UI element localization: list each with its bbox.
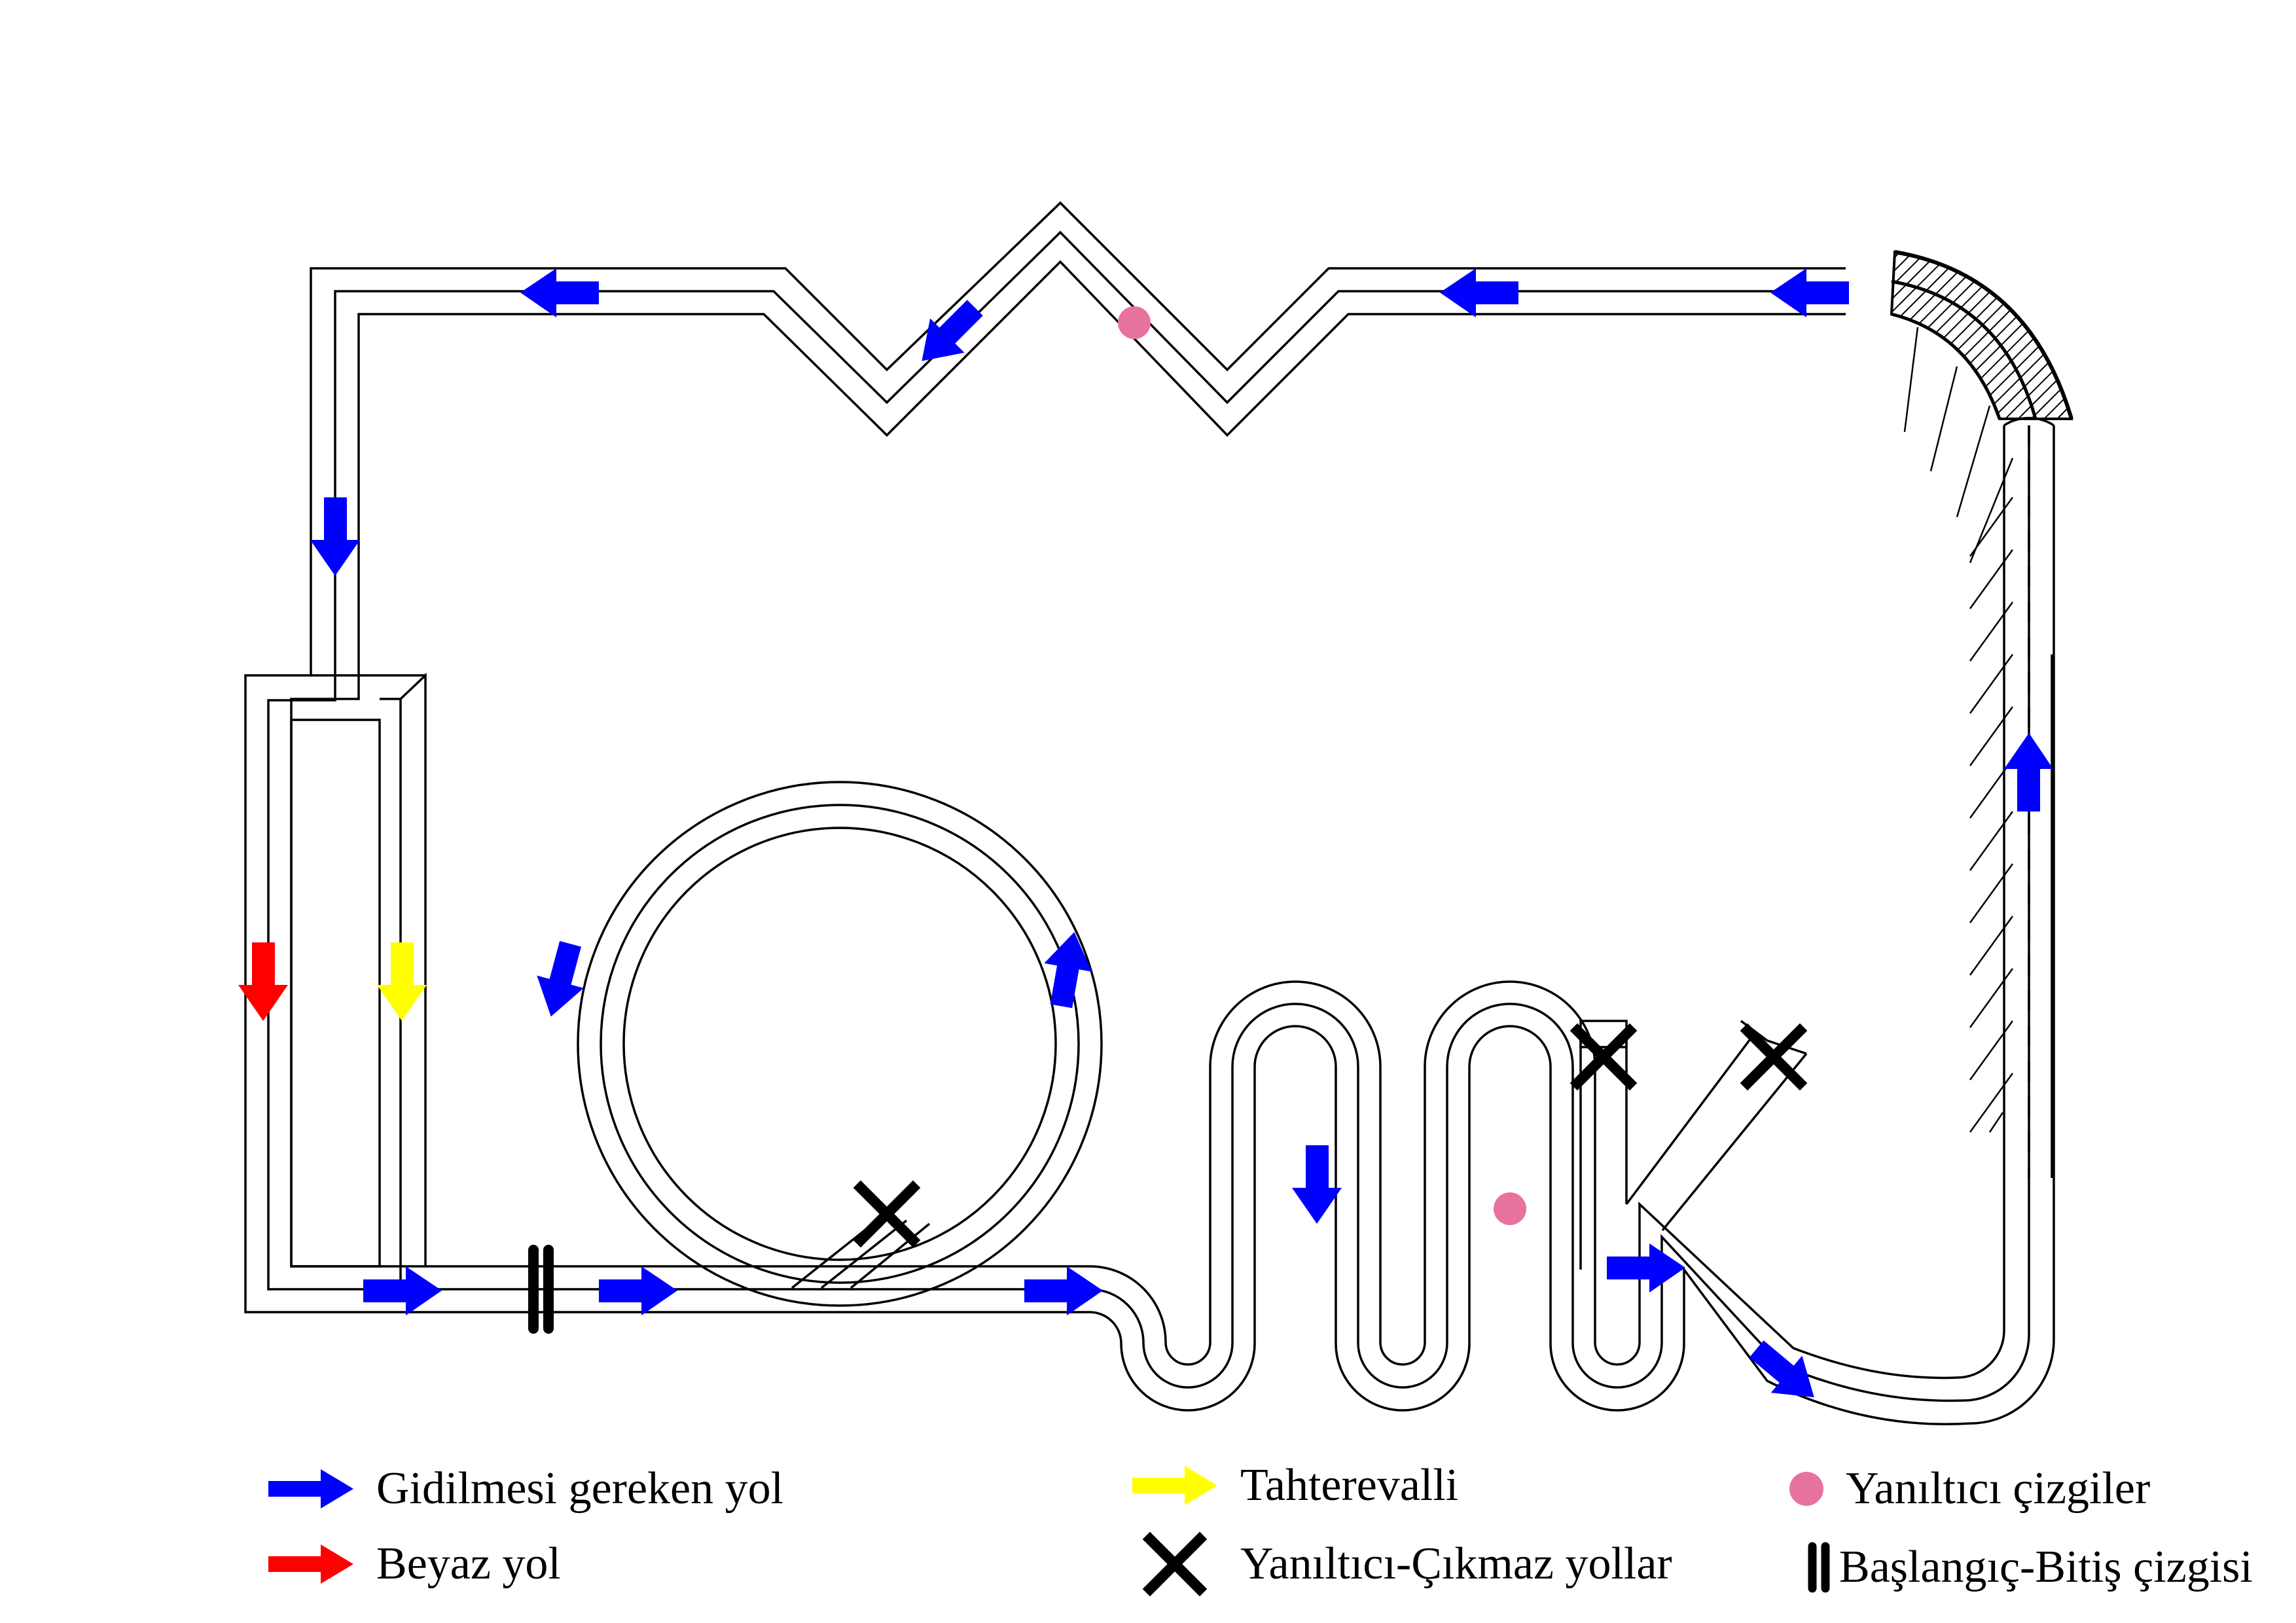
blue-arrow-top-right	[1770, 268, 1849, 317]
loop-inner	[622, 827, 1057, 1261]
blue-arrow-k-diag	[1749, 1340, 1814, 1398]
blue-arrow-zigzag-diag	[922, 300, 983, 361]
blue-arrow-left-down	[310, 497, 360, 576]
start-finish-line	[528, 1245, 554, 1334]
dead-end-cross-loop	[853, 1180, 921, 1248]
track-inner-line	[290, 260, 2005, 1380]
x-cross-icon	[1122, 1531, 1227, 1597]
red-arrow-icon	[259, 1535, 363, 1594]
legend-seesaw: Tahterevalli	[1122, 1456, 1458, 1515]
tunnel	[1890, 250, 2073, 420]
blue-arrow-top-left	[520, 268, 599, 317]
legend-white-path: Beyaz yol	[259, 1535, 561, 1594]
blue-arrow-loop-right	[1044, 932, 1092, 1008]
loop-outer	[577, 781, 1103, 1307]
blue-arrow-bottom-mid	[1024, 1266, 1103, 1315]
dead-end-cross-k-left	[1570, 1023, 1638, 1091]
legend-seesaw-label: Tahterevalli	[1240, 1460, 1459, 1510]
ramp-hatching	[1903, 327, 2014, 1133]
misleading-dot-top	[1118, 306, 1151, 339]
blue-arrow-icon	[259, 1459, 363, 1518]
yellow-arrow-seesaw	[377, 942, 427, 1021]
blue-arrow-loop-left	[537, 940, 584, 1017]
split-inner-rect	[290, 719, 381, 1268]
double-bar-icon	[1806, 1538, 1839, 1597]
blue-arrow-right-up	[2004, 733, 2053, 812]
blue-arrow-top-mid	[1440, 268, 1518, 317]
loop-middle	[600, 804, 1080, 1284]
legend-misleading-lines: Yanıltıcı çizgiler	[1780, 1459, 2150, 1518]
legend-path-label: Gidilmesi gereken yol	[376, 1463, 784, 1514]
pink-dot-icon	[1780, 1459, 1833, 1518]
legend-start-finish: Başlangıç-Bitiş çizgisi	[1806, 1538, 2253, 1597]
legend-misleading-lines-label: Yanıltıcı çizgiler	[1846, 1463, 2151, 1514]
yellow-arrow-icon	[1122, 1456, 1227, 1515]
dead-end-cross-k-right	[1740, 1023, 1808, 1091]
blue-arrow-zigzag-down	[1292, 1145, 1342, 1224]
blue-arrow-bottom-start	[599, 1266, 677, 1315]
red-arrow-white-path	[238, 942, 288, 1021]
misleading-dot-middle	[1494, 1192, 1526, 1225]
track-outer-line	[244, 201, 2055, 1425]
legend-white-path-label: Beyaz yol	[376, 1539, 561, 1589]
legend-dead-ends: Yanıltıcı-Çıkmaz yollar	[1122, 1531, 1672, 1597]
legend-dead-ends-label: Yanıltıcı-Çıkmaz yollar	[1240, 1539, 1672, 1589]
main-route	[245, 179, 2052, 1442]
legend-start-finish-label: Başlangıç-Bitiş çizgisi	[1839, 1542, 2253, 1592]
track-middle-line	[267, 230, 2030, 1402]
blue-arrow-k-junction	[1607, 1243, 1685, 1293]
blue-arrow-bottom-left	[363, 1266, 442, 1315]
legend-path: Gidilmesi gereken yol	[259, 1459, 783, 1518]
